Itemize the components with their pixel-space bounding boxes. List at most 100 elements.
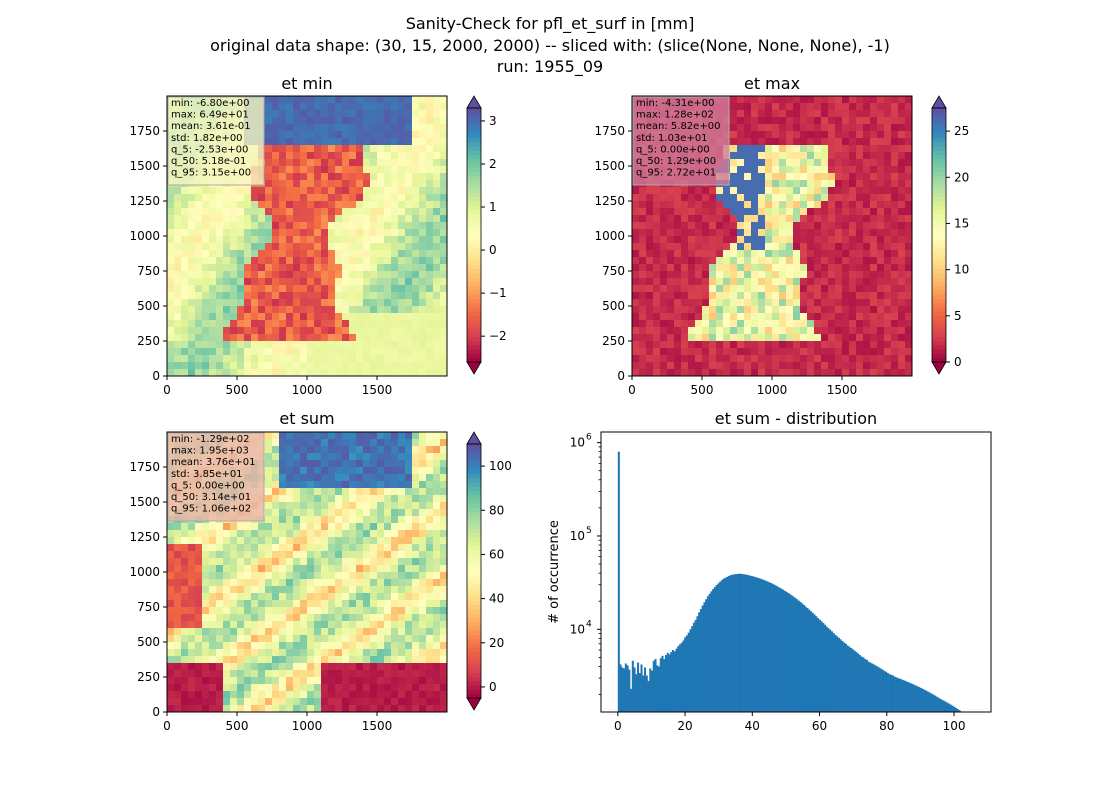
heatmap-cell	[870, 348, 877, 355]
heatmap-cell	[300, 670, 307, 677]
heatmap-cell	[905, 292, 912, 299]
heatmap-cell	[272, 537, 279, 544]
heatmap-cell	[174, 628, 181, 635]
heatmap-cell	[419, 243, 426, 250]
heatmap-cell	[272, 705, 279, 712]
heatmap-cell	[391, 558, 398, 565]
heatmap-cell	[440, 96, 447, 103]
heatmap-cell	[377, 250, 384, 257]
heatmap-cell	[356, 467, 363, 474]
heatmap-cell	[391, 649, 398, 656]
heatmap-cell	[426, 663, 433, 670]
heatmap-cell	[723, 306, 730, 313]
heatmap-cell	[751, 166, 758, 173]
heatmap-cell	[279, 607, 286, 614]
heatmap-cell	[877, 110, 884, 117]
heatmap-cell	[349, 243, 356, 250]
heatmap-cell	[793, 313, 800, 320]
heatmap-cell	[356, 201, 363, 208]
heatmap-cell	[293, 327, 300, 334]
heatmap-cell	[335, 166, 342, 173]
heatmap-cell	[639, 327, 646, 334]
heatmap-cell	[814, 215, 821, 222]
heatmap-cell	[251, 264, 258, 271]
heatmap-cell	[370, 124, 377, 131]
heatmap-cell	[667, 222, 674, 229]
heatmap-cell	[377, 635, 384, 642]
heatmap-cell	[863, 362, 870, 369]
heatmap-cell	[412, 537, 419, 544]
heatmap-cell	[349, 635, 356, 642]
heatmap-cell	[807, 222, 814, 229]
heatmap-cell	[639, 250, 646, 257]
heatmap-cell	[286, 600, 293, 607]
heatmap-cell	[293, 208, 300, 215]
heatmap-cell	[223, 369, 230, 376]
heatmap-cell	[870, 138, 877, 145]
heatmap-cell	[237, 250, 244, 257]
heatmap-cell	[328, 565, 335, 572]
heatmap-cell	[230, 698, 237, 705]
heatmap-cell	[391, 586, 398, 593]
heatmap-cell	[405, 222, 412, 229]
heatmap-cell	[216, 593, 223, 600]
heatmap-cell	[258, 530, 265, 537]
heatmap-cell	[321, 698, 328, 705]
heatmap-cell	[758, 194, 765, 201]
heatmap-cell	[314, 341, 321, 348]
heatmap-cell	[209, 544, 216, 551]
heatmap-cell	[293, 243, 300, 250]
heatmap-cell	[898, 110, 905, 117]
heatmap-cell	[793, 96, 800, 103]
heatmap-cell	[307, 663, 314, 670]
heatmap-cell	[433, 649, 440, 656]
heatmap-cell	[433, 292, 440, 299]
heatmap-cell	[195, 698, 202, 705]
heatmap-cell	[772, 215, 779, 222]
heatmap-cell	[307, 201, 314, 208]
heatmap-cell	[209, 628, 216, 635]
heatmap-cell	[293, 285, 300, 292]
heatmap-cell	[814, 355, 821, 362]
heatmap-cell	[293, 103, 300, 110]
heatmap-cell	[370, 551, 377, 558]
heatmap-cell	[314, 236, 321, 243]
heatmap-cell	[723, 285, 730, 292]
heatmap-cell	[293, 257, 300, 264]
heatmap-cell	[167, 670, 174, 677]
heatmap-cell	[258, 684, 265, 691]
heatmap-cell	[433, 523, 440, 530]
heatmap-cell	[300, 446, 307, 453]
heatmap-cell	[349, 327, 356, 334]
heatmap-cell	[842, 96, 849, 103]
heatmap-cell	[384, 362, 391, 369]
heatmap-cell	[793, 257, 800, 264]
heatmap-cell	[793, 180, 800, 187]
colorbar-tick-label: 0	[489, 243, 497, 257]
heatmap-cell	[807, 271, 814, 278]
heatmap-cell	[716, 362, 723, 369]
heatmap-cell	[363, 166, 370, 173]
heatmap-cell	[758, 229, 765, 236]
heatmap-cell	[821, 355, 828, 362]
heatmap-cell	[202, 635, 209, 642]
heatmap-cell	[307, 187, 314, 194]
heatmap-cell	[412, 348, 419, 355]
heatmap-cell	[237, 362, 244, 369]
heatmap-cell	[174, 264, 181, 271]
heatmap-cell	[765, 285, 772, 292]
heatmap-cell	[216, 684, 223, 691]
heatmap-cell	[321, 446, 328, 453]
heatmap-cell	[188, 649, 195, 656]
heatmap-cell	[419, 299, 426, 306]
heatmap-cell	[398, 705, 405, 712]
heatmap-cell	[695, 208, 702, 215]
heatmap-cell	[667, 299, 674, 306]
heatmap-cell	[884, 264, 891, 271]
heatmap-cell	[384, 467, 391, 474]
heatmap-cell	[384, 572, 391, 579]
heatmap-cell	[272, 327, 279, 334]
heatmap-cell	[828, 285, 835, 292]
heatmap-cell	[730, 229, 737, 236]
heatmap-cell	[800, 257, 807, 264]
